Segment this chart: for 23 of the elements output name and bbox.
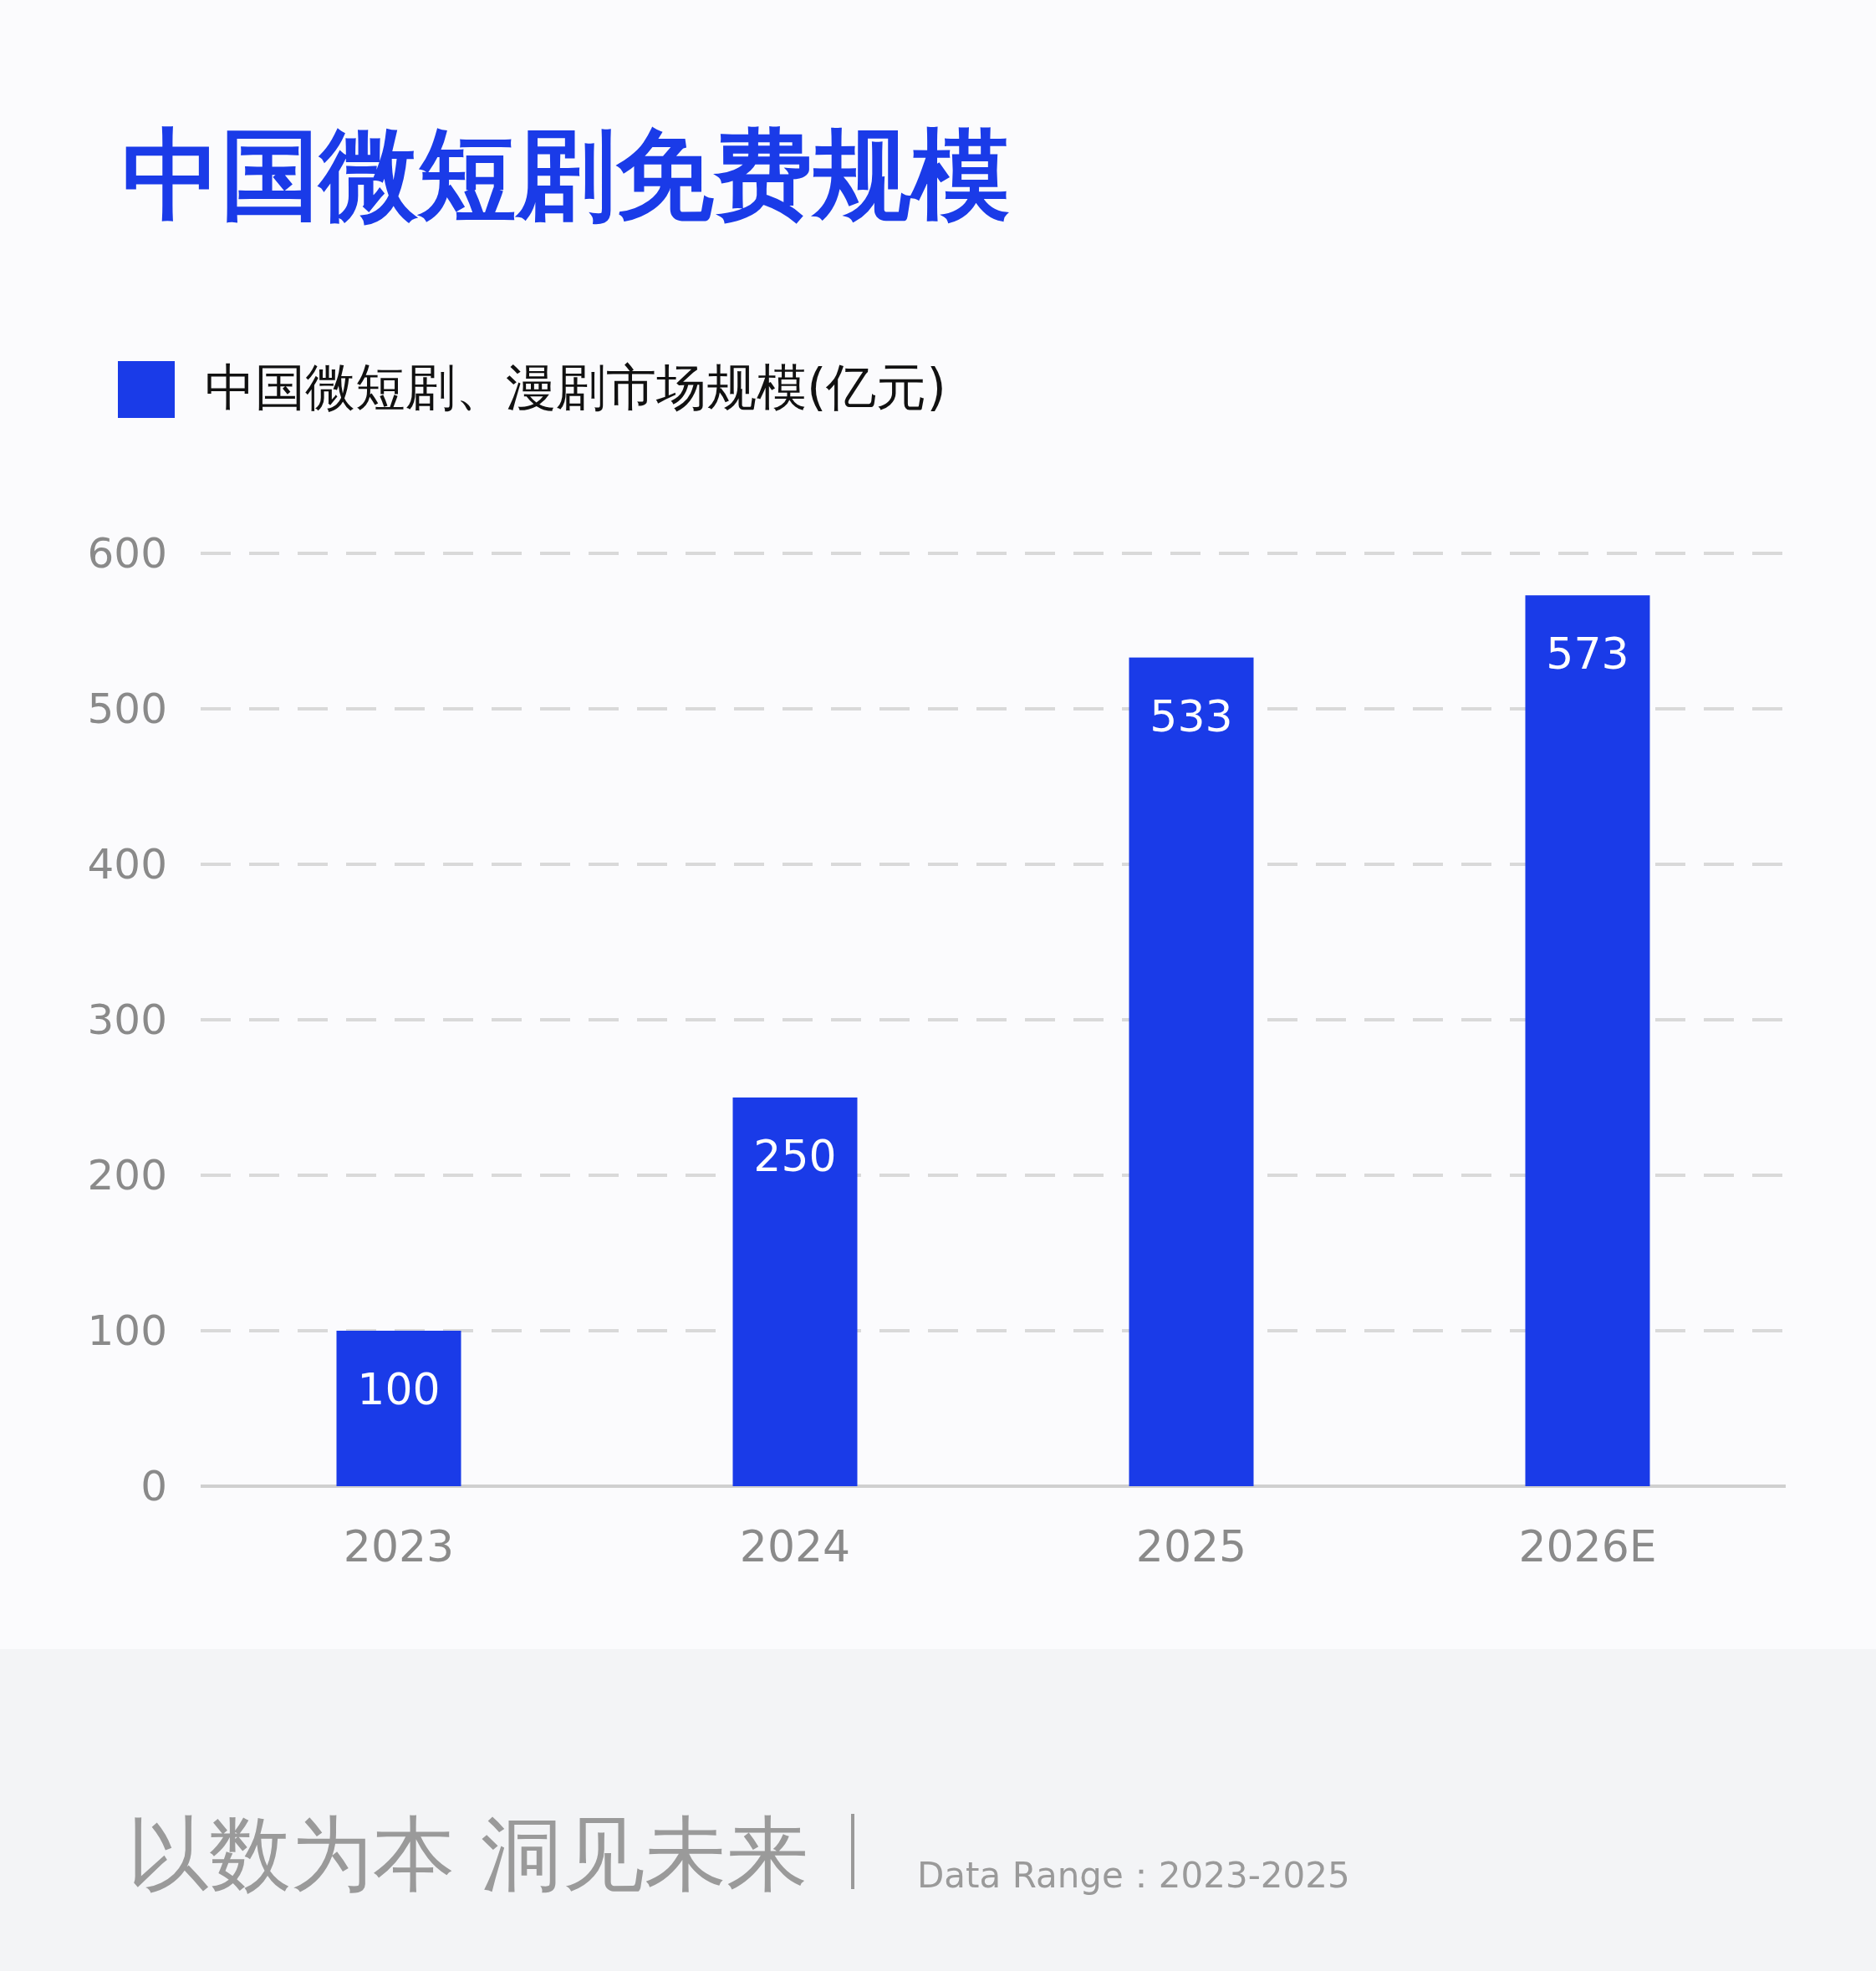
y-tick-label: 200: [87, 1151, 167, 1199]
data-label: 250: [753, 1131, 837, 1181]
y-tick-label: 500: [87, 685, 167, 733]
data-label: 100: [357, 1364, 441, 1414]
y-tick-label: 100: [87, 1306, 167, 1355]
y-tick-label: 600: [87, 529, 167, 578]
data-label: 533: [1150, 690, 1233, 741]
x-tick-label: 2024: [739, 1521, 851, 1571]
bar: [336, 1331, 461, 1486]
x-tick-label: 2026E: [1518, 1521, 1657, 1571]
text: Data Range：2023-2025: [917, 1855, 1350, 1896]
text: 以数为本 洞见未来: [127, 1806, 809, 1902]
chart-title: 中国微短剧免费规模: [122, 117, 1010, 232]
legend-label: 中国微短剧、漫剧市场规模(亿元): [205, 358, 946, 416]
y-tick-label: 0: [140, 1462, 167, 1510]
x-tick-label: 2023: [343, 1521, 455, 1571]
bar: [1525, 595, 1650, 1486]
y-tick-label: 400: [87, 840, 167, 889]
bar: [1129, 657, 1254, 1486]
bar: [732, 1098, 858, 1486]
y-tick-label: 300: [87, 996, 167, 1044]
x-tick-label: 2025: [1135, 1521, 1247, 1571]
data-label: 573: [1546, 629, 1629, 680]
